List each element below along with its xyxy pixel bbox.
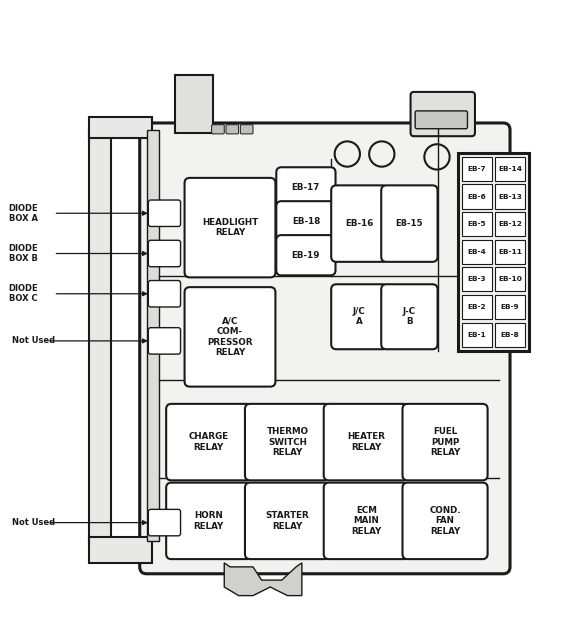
FancyBboxPatch shape: [381, 284, 438, 349]
Bar: [495, 295, 525, 319]
Bar: [147, 130, 159, 541]
Bar: [495, 239, 525, 264]
Text: EB-18: EB-18: [292, 217, 320, 226]
Text: EB-19: EB-19: [292, 251, 320, 260]
Text: Not Used: Not Used: [12, 518, 55, 527]
Text: DIODE
BOX C: DIODE BOX C: [9, 284, 39, 304]
FancyBboxPatch shape: [277, 201, 336, 241]
FancyBboxPatch shape: [277, 167, 336, 208]
FancyBboxPatch shape: [245, 404, 330, 480]
Text: HEADLIGHT
RELAY: HEADLIGHT RELAY: [202, 218, 258, 238]
Text: HEATER
RELAY: HEATER RELAY: [347, 432, 385, 452]
Bar: [89, 117, 152, 139]
Text: CHARGE
RELAY: CHARGE RELAY: [189, 432, 229, 452]
Text: Not Used: Not Used: [12, 337, 55, 345]
Text: EB-11: EB-11: [498, 249, 522, 255]
Text: ECM
MAIN
RELAY: ECM MAIN RELAY: [351, 506, 381, 536]
Text: EB-7: EB-7: [467, 166, 486, 172]
FancyBboxPatch shape: [226, 124, 239, 134]
Bar: [462, 295, 492, 319]
Bar: [89, 130, 111, 541]
FancyBboxPatch shape: [381, 185, 438, 262]
FancyBboxPatch shape: [402, 404, 488, 480]
Bar: [458, 153, 529, 351]
Text: EB-17: EB-17: [292, 183, 320, 192]
Bar: [462, 267, 492, 292]
Text: HORN
RELAY: HORN RELAY: [194, 511, 224, 531]
Text: EB-1: EB-1: [467, 332, 486, 338]
Bar: [495, 267, 525, 292]
FancyBboxPatch shape: [331, 284, 388, 349]
Text: E8-15: E8-15: [396, 219, 423, 228]
Bar: [462, 212, 492, 236]
FancyBboxPatch shape: [402, 483, 488, 559]
Bar: [495, 185, 525, 208]
Bar: [501, 254, 516, 269]
Bar: [501, 208, 516, 223]
Bar: [462, 185, 492, 208]
FancyBboxPatch shape: [324, 404, 409, 480]
Text: A/C
COM-
PRESSOR
RELAY: A/C COM- PRESSOR RELAY: [207, 317, 253, 357]
Bar: [501, 322, 516, 338]
FancyBboxPatch shape: [148, 200, 181, 226]
FancyBboxPatch shape: [324, 483, 409, 559]
FancyBboxPatch shape: [185, 287, 275, 387]
FancyBboxPatch shape: [240, 124, 253, 134]
FancyBboxPatch shape: [148, 281, 181, 307]
Text: STARTER
RELAY: STARTER RELAY: [266, 511, 309, 531]
Text: J/C
A: J/C A: [353, 307, 366, 327]
Text: EB-10: EB-10: [498, 276, 522, 282]
FancyBboxPatch shape: [166, 483, 251, 559]
Bar: [501, 300, 516, 315]
Text: EB-16: EB-16: [345, 219, 374, 228]
FancyBboxPatch shape: [175, 75, 213, 132]
Text: J-C
B: J-C B: [403, 307, 416, 327]
Text: EB-14: EB-14: [498, 166, 522, 172]
Bar: [462, 239, 492, 264]
Bar: [462, 322, 492, 346]
FancyBboxPatch shape: [140, 123, 510, 573]
FancyBboxPatch shape: [498, 191, 520, 348]
Text: EB-8: EB-8: [501, 332, 519, 338]
Text: EB-13: EB-13: [498, 193, 522, 200]
FancyBboxPatch shape: [277, 235, 336, 276]
Text: DIODE
BOX A: DIODE BOX A: [9, 203, 39, 223]
FancyBboxPatch shape: [148, 509, 181, 536]
FancyBboxPatch shape: [415, 111, 467, 129]
FancyBboxPatch shape: [331, 185, 388, 262]
Text: DIODE
BOX B: DIODE BOX B: [9, 244, 39, 263]
Text: EB-2: EB-2: [467, 304, 486, 310]
FancyBboxPatch shape: [411, 92, 475, 136]
FancyBboxPatch shape: [166, 404, 251, 480]
Bar: [495, 322, 525, 346]
FancyBboxPatch shape: [185, 178, 275, 277]
Polygon shape: [224, 563, 302, 596]
Bar: [495, 157, 525, 181]
Text: COND.
FAN
RELAY: COND. FAN RELAY: [429, 506, 461, 536]
Text: EB-3: EB-3: [467, 276, 486, 282]
Text: FUEL
PUMP
RELAY: FUEL PUMP RELAY: [430, 427, 460, 457]
Text: EB-12: EB-12: [498, 221, 522, 227]
Text: THERMO
SWITCH
RELAY: THERMO SWITCH RELAY: [266, 427, 309, 457]
Bar: [501, 231, 516, 246]
Text: EB-6: EB-6: [467, 193, 486, 200]
Bar: [495, 212, 525, 236]
Text: EB-4: EB-4: [467, 249, 486, 255]
FancyBboxPatch shape: [148, 240, 181, 267]
FancyBboxPatch shape: [212, 124, 224, 134]
Bar: [462, 157, 492, 181]
FancyBboxPatch shape: [245, 483, 330, 559]
FancyBboxPatch shape: [148, 328, 181, 354]
Bar: [89, 537, 152, 563]
Text: EB-9: EB-9: [501, 304, 519, 310]
Text: EB-5: EB-5: [467, 221, 486, 227]
Bar: [501, 277, 516, 292]
